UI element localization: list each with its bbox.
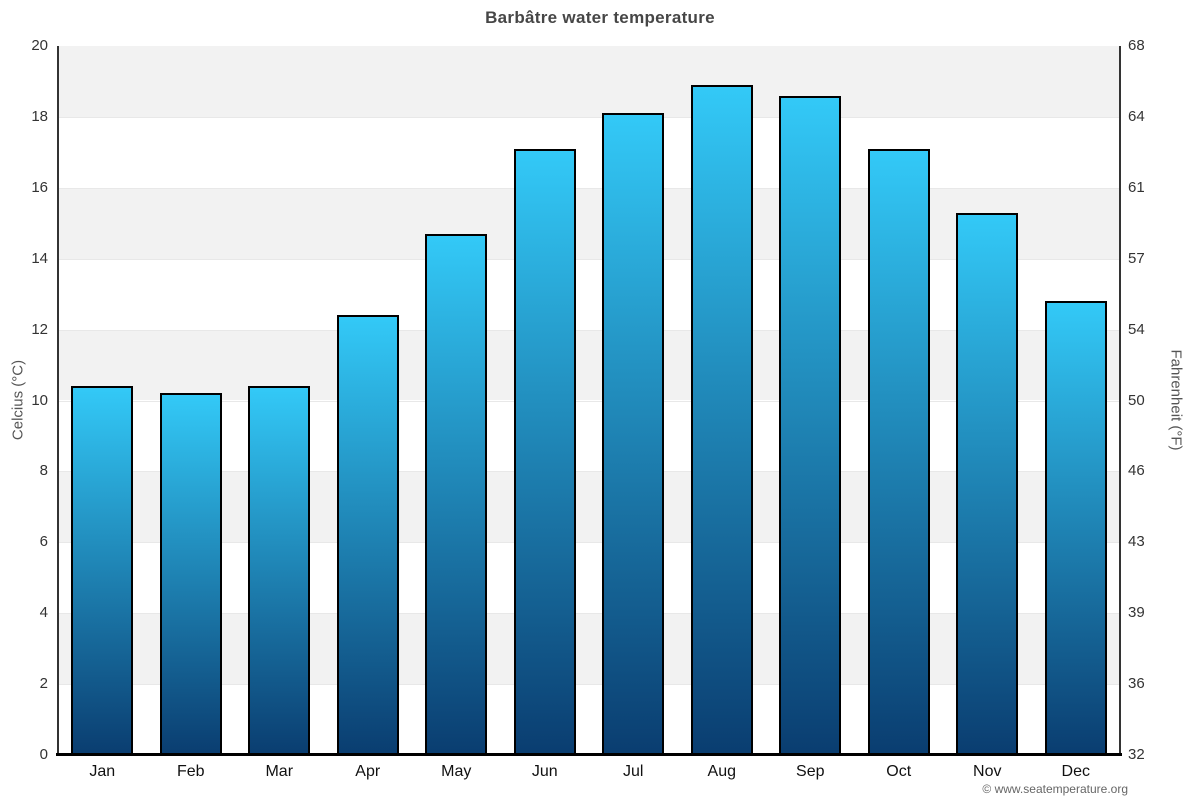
bar-sep [779, 96, 842, 755]
y-axis-title-celsius: Celcius (°C) [9, 359, 27, 441]
y-tick-label-fahrenheit: 50 [1128, 391, 1145, 409]
x-axis-label-sep: Sep [796, 763, 825, 780]
y-tick-label-celsius: 6 [39, 533, 48, 551]
x-axis-line [56, 753, 1122, 756]
x-axis-label-feb: Feb [176, 763, 205, 780]
bar-dec [1044, 301, 1107, 755]
x-axis-label-oct: Oct [886, 763, 912, 780]
x-axis-label-aug: Aug [707, 763, 736, 780]
y-tick-label-fahrenheit: 39 [1128, 604, 1145, 622]
gridline [58, 471, 1120, 473]
gridline [58, 400, 1120, 402]
plot-band-gray [58, 471, 1120, 543]
y-tick-label-celsius: 14 [31, 249, 48, 267]
gridline [58, 187, 1120, 189]
y-tick-label-celsius: 18 [31, 107, 48, 125]
y-tick-label-fahrenheit: 57 [1128, 249, 1145, 267]
plot-band-gray [58, 46, 1120, 117]
x-axis-label-jun: Jun [531, 763, 558, 780]
gridline [58, 329, 1120, 331]
y-tick-label-celsius: 16 [31, 178, 48, 196]
plot-band-gray [58, 329, 1120, 401]
chart-title: Barbâtre water temperature [485, 8, 715, 27]
gridline [58, 684, 1120, 686]
x-axis-label-mar: Mar [265, 763, 294, 780]
y-tick-label-celsius: 20 [31, 37, 48, 54]
y-tick-label-fahrenheit: 68 [1128, 37, 1145, 54]
plot-band-white [58, 116, 1120, 188]
y-tick-label-celsius: 10 [31, 391, 48, 409]
y-axis-line-left [57, 46, 59, 755]
y-tick-label-fahrenheit: 64 [1128, 107, 1145, 125]
bar-mar [248, 386, 311, 755]
x-axis-label-dec: Dec [1061, 763, 1090, 780]
y-tick-label-celsius: 0 [39, 746, 48, 763]
plot-band-white [58, 542, 1120, 614]
y-tick-label-fahrenheit: 61 [1128, 178, 1145, 196]
plot-band-white [58, 400, 1120, 472]
y-axis-title-fahrenheit: Fahrenheit (°F) [1167, 349, 1185, 451]
gridline [58, 542, 1120, 544]
bar-apr [336, 315, 399, 755]
plot-area [58, 46, 1120, 755]
y-tick-label-fahrenheit: 46 [1128, 462, 1145, 480]
bar-nov [956, 213, 1019, 755]
y-tick-label-celsius: 8 [39, 462, 48, 480]
y-tick-label-fahrenheit: 36 [1128, 675, 1145, 693]
bar-oct [867, 149, 930, 755]
gridline [58, 116, 1120, 118]
bar-feb [159, 393, 222, 755]
y-tick-label-fahrenheit: 54 [1128, 320, 1145, 338]
x-axis-label-may: May [441, 763, 472, 780]
y-tick-label-celsius: 2 [39, 675, 48, 693]
y-tick-label-fahrenheit: 32 [1128, 746, 1145, 763]
x-axis-label-apr: Apr [355, 763, 381, 780]
plot-band-gray [58, 187, 1120, 259]
y-tick-label-celsius: 4 [39, 604, 48, 622]
y-axis-line-right [1119, 46, 1121, 755]
y-tick-label-celsius: 12 [31, 320, 48, 338]
bar-may [425, 234, 488, 755]
bar-jul [602, 113, 665, 755]
copyright-text: © www.seatemperature.org [982, 782, 1128, 796]
gridline [58, 258, 1120, 260]
plot-band-gray [58, 613, 1120, 685]
x-axis-label-nov: Nov [973, 763, 1002, 780]
y-tick-label-fahrenheit: 43 [1128, 533, 1145, 551]
bar-aug [690, 85, 753, 755]
x-axis-label-jul: Jul [623, 763, 644, 780]
bar-jun [513, 149, 576, 755]
plot-band-white [58, 258, 1120, 330]
bar-jan [71, 386, 134, 755]
x-axis-label-jan: Jan [89, 763, 116, 780]
gridline [58, 613, 1120, 615]
plot-band-white [58, 684, 1120, 755]
